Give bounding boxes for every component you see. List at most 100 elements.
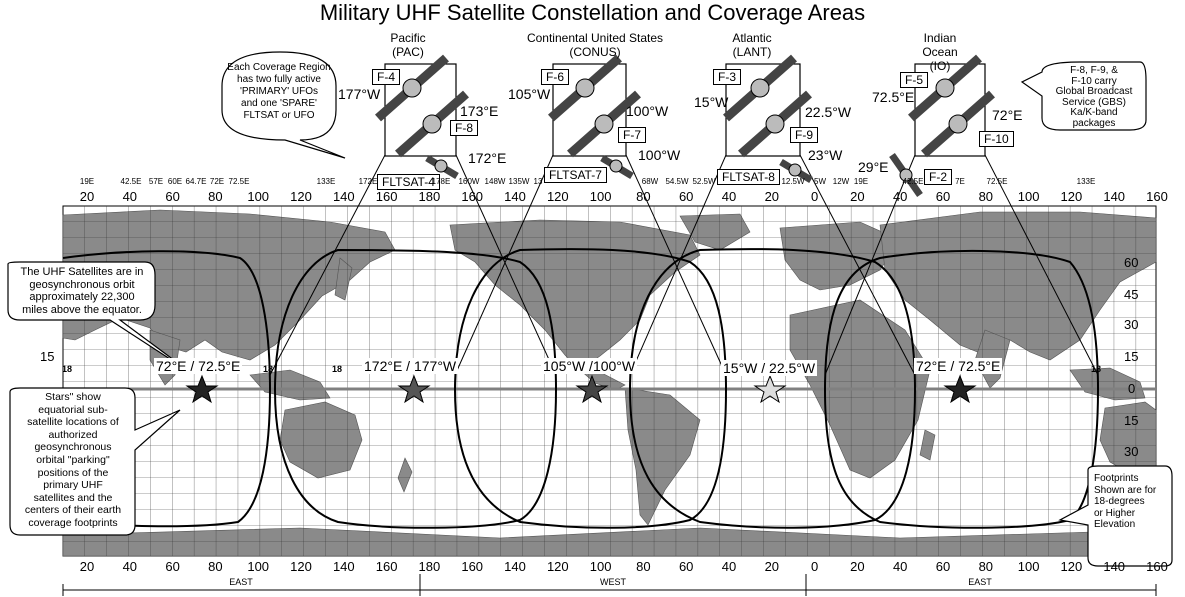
- longitude-tick: 60: [935, 559, 951, 574]
- region-name: Continental United States: [526, 31, 664, 45]
- satellite-label-fltsat8: FLTSAT-8: [717, 169, 780, 185]
- small-tick: 12W: [832, 177, 850, 186]
- longitude-tick: 20: [79, 559, 95, 574]
- longitude-tick: 120: [546, 559, 569, 574]
- longitude-tick: 40: [721, 559, 737, 574]
- satellite-label-fltsat7: FLTSAT-7: [544, 167, 607, 183]
- region-code: (LANT): [732, 45, 772, 59]
- satellite-label-f9: F-9: [790, 127, 818, 143]
- small-tick: 12.5W: [781, 177, 805, 186]
- small-tick: 148W: [484, 177, 506, 186]
- longitude-tick: 20: [764, 559, 780, 574]
- satellites: [375, 54, 995, 198]
- longitude-tick: 20: [850, 559, 865, 574]
- stars-bubble: [9, 387, 181, 536]
- satellite-label-fltsat4: FLTSAT-4: [377, 174, 440, 190]
- sat-longitude: 72°E: [992, 107, 1023, 123]
- longitude-tick: 140: [332, 559, 355, 574]
- slot-label-io-left: 72°E / 72.5°E: [154, 358, 243, 374]
- longitude-tick: 80: [978, 189, 994, 204]
- satellite-icon: [395, 90, 469, 158]
- longitude-tick: 120: [1060, 189, 1083, 204]
- footprint-conus: [453, 248, 728, 529]
- elevation-mark: 18: [332, 364, 343, 374]
- region-code: (PAC): [392, 45, 424, 59]
- longitude-tick: 40: [892, 559, 908, 574]
- latitude-label: 45: [1124, 287, 1139, 302]
- longitude-tick: 140: [504, 559, 526, 574]
- longitude-tick: 120: [1060, 559, 1083, 574]
- projection-lines: [269, 154, 1099, 376]
- gbs-bubble: [1020, 61, 1147, 131]
- region-pac: Pacific (PAC): [380, 31, 436, 59]
- sat-longitude: 72.5°E: [872, 89, 915, 105]
- longitude-tick: 120: [290, 189, 312, 204]
- bottom-axis: [62, 574, 1157, 596]
- small-tick: 52.5W: [692, 177, 716, 186]
- longitude-tick: 160: [1146, 189, 1168, 204]
- satellite-label-f7: F-7: [618, 127, 646, 143]
- longitude-tick: 120: [546, 189, 569, 204]
- small-tick: 72.5E: [228, 177, 250, 186]
- sat-longitude: 172°E: [468, 150, 507, 166]
- sat-longitude: 105°W: [508, 86, 551, 102]
- region-lant: Atlantic (LANT): [724, 31, 780, 59]
- satellite-icon: [921, 90, 995, 158]
- longitude-tick: 40: [721, 189, 737, 204]
- longitude-tick: 20: [764, 189, 780, 204]
- satellite-label-f5: F-5: [900, 72, 928, 88]
- longitude-tick: 140: [1103, 189, 1126, 204]
- longitude-tick: 140: [332, 189, 355, 204]
- longitude-tick: 100: [247, 559, 270, 574]
- longitude-tick: 20: [850, 189, 865, 204]
- small-tick: 133E: [316, 177, 336, 186]
- satellite-icon: [779, 158, 813, 184]
- satellite-icon: [425, 154, 459, 180]
- sat-longitude: 177°W: [338, 86, 381, 102]
- coverage-bubble: [221, 51, 346, 159]
- small-tick: 172E: [358, 177, 378, 186]
- small-tick: 42.5E: [902, 177, 924, 186]
- small-tick: 5W: [814, 177, 826, 186]
- longitude-tick: 60: [935, 189, 951, 204]
- longitude-tick: 180: [418, 559, 441, 574]
- star-pac: [397, 374, 431, 404]
- longitude-tick: 160: [1146, 559, 1168, 574]
- longitude-tick: 60: [165, 559, 180, 574]
- latitude-label: 15: [1124, 413, 1139, 428]
- longitude-tick: 40: [122, 189, 138, 204]
- footprint-io-left: [62, 250, 272, 528]
- region-name: Pacific: [390, 31, 426, 45]
- latitude-label: 0: [1128, 381, 1136, 396]
- footprints-callout: Footprints Shown are for 18-degrees or High…: [1094, 473, 1157, 530]
- region-conus: Continental United States (CONUS): [505, 31, 685, 59]
- satellite-label-f6: F-6: [541, 69, 569, 85]
- longitude-tick: 160: [461, 559, 484, 574]
- slot-label-lant: 15°W / 22.5°W: [721, 360, 818, 376]
- longitude-tick: 0: [810, 189, 819, 204]
- latitude-label: 15: [1124, 349, 1139, 364]
- longitude-tick: 100: [247, 189, 270, 204]
- longitude-tick: 120: [290, 559, 312, 574]
- small-tick: 13: [533, 177, 543, 186]
- page-title: Military UHF Satellite Constellation and…: [319, 0, 866, 25]
- small-tick: 72.5E: [986, 177, 1008, 186]
- small-tick: 54.5W: [665, 177, 689, 186]
- longitude-tick: 0: [810, 559, 819, 574]
- longitude-tick: 60: [678, 189, 694, 204]
- satellite-icon: [375, 54, 449, 122]
- callout-bubbles: [7, 51, 1173, 567]
- sat-longitude: 100°W: [638, 147, 681, 163]
- small-tick: 72E: [209, 177, 225, 186]
- small-tick: 135W: [508, 177, 530, 186]
- sat-longitude: 100°W: [626, 103, 669, 119]
- footprint-pac: [273, 248, 558, 529]
- region-io: Indian Ocean (IO): [905, 31, 975, 73]
- footprints-bubble: [1058, 465, 1173, 567]
- gbs-callout: F-8, F-9, & F-10 carry Global Broadcast Ser…: [1055, 65, 1133, 129]
- sat-longitude: 23°W: [808, 147, 843, 163]
- satellite-icon: [738, 90, 812, 158]
- small-tick: 19E: [79, 177, 95, 186]
- stars-callout: Stars" show equatorial sub-satellite loca…: [24, 391, 122, 529]
